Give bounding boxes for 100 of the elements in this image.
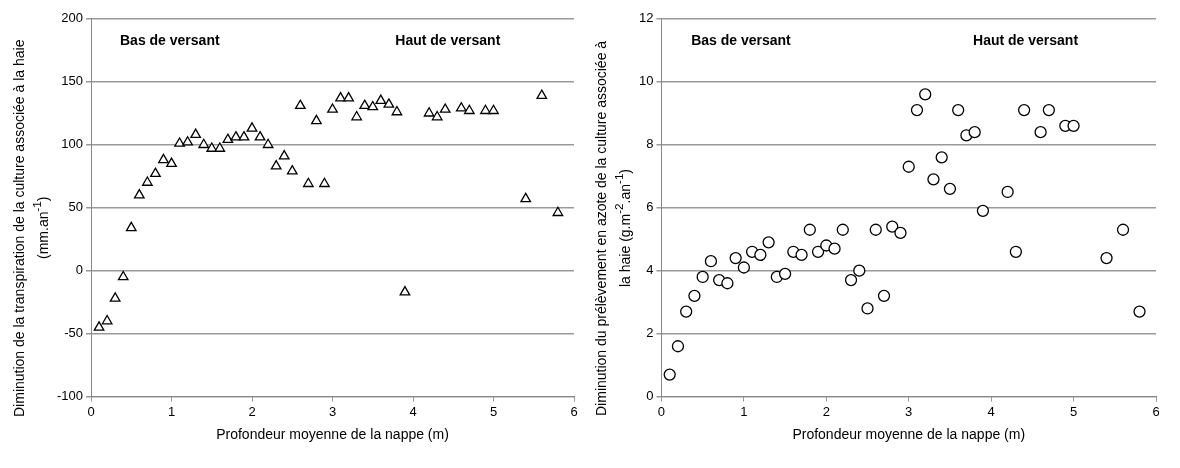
x-tick-label: 5 — [1069, 403, 1078, 419]
x-tick-label: 1 — [740, 403, 748, 419]
point — [335, 91, 346, 102]
y-tick-label: 4 — [646, 262, 654, 278]
y-tick-label: 12 — [638, 10, 654, 26]
x-tick-label: 6 — [570, 403, 578, 419]
point — [174, 137, 185, 147]
point — [721, 277, 734, 290]
x-tick-label: 0 — [657, 403, 666, 419]
point — [375, 94, 387, 105]
y-tick-label: 150 — [61, 73, 84, 89]
x-tick-label: 2 — [248, 403, 256, 419]
point — [230, 131, 242, 141]
point — [158, 153, 169, 164]
point — [343, 91, 355, 102]
point — [254, 131, 266, 141]
point — [836, 223, 849, 236]
point — [1100, 251, 1113, 265]
point — [214, 142, 226, 152]
point — [302, 177, 314, 188]
point — [552, 206, 564, 217]
point — [488, 104, 499, 115]
point — [803, 223, 816, 236]
point — [383, 98, 395, 108]
point — [141, 176, 153, 186]
x-tick-label: 1 — [167, 403, 176, 419]
point — [190, 128, 202, 139]
x-tick-label: 4 — [987, 403, 995, 419]
point — [1133, 305, 1146, 318]
point — [286, 165, 298, 175]
point — [1009, 245, 1023, 258]
point — [270, 159, 282, 170]
point — [1042, 103, 1055, 117]
point — [754, 248, 767, 262]
point — [778, 267, 792, 280]
point — [811, 245, 825, 258]
point — [294, 99, 306, 110]
point — [844, 273, 858, 287]
point — [1067, 119, 1080, 132]
point — [278, 149, 290, 160]
point — [894, 226, 907, 240]
point — [861, 302, 874, 315]
point — [117, 270, 129, 281]
point — [927, 173, 940, 186]
point — [93, 321, 105, 331]
x-tick-label: 6 — [1152, 403, 1160, 419]
point — [238, 131, 250, 141]
point — [1116, 223, 1130, 236]
y-tick-label: 50 — [68, 199, 84, 215]
point — [480, 104, 491, 115]
annotation: Bas de versant — [691, 31, 792, 48]
annotation: Haut de versant — [973, 31, 1079, 48]
point — [351, 110, 363, 121]
point — [902, 160, 915, 173]
x-tick-label: 3 — [328, 403, 337, 419]
y-tick-label: 0 — [646, 388, 654, 404]
point — [737, 261, 751, 274]
point — [704, 255, 718, 268]
x-axis-title: Profondeur moyenne de la nappe (m) — [216, 426, 449, 443]
point — [762, 236, 775, 249]
point — [688, 289, 701, 302]
point — [311, 114, 322, 125]
point — [327, 103, 338, 113]
y-tick-label: 8 — [646, 136, 654, 152]
point — [869, 223, 882, 236]
point — [133, 188, 145, 199]
y-tick-label: 200 — [61, 10, 84, 26]
x-tick-label: 2 — [822, 403, 830, 419]
point — [828, 242, 841, 255]
point — [150, 167, 161, 178]
point — [520, 192, 532, 203]
x-tick-label: 3 — [905, 403, 913, 419]
point — [943, 182, 957, 195]
point — [182, 136, 194, 146]
annotation: Haut de versant — [395, 31, 501, 48]
point — [166, 157, 177, 168]
point — [696, 270, 709, 284]
point — [319, 177, 330, 188]
x-axis-title: Profondeur moyenne de la nappe (m) — [792, 426, 1026, 443]
point — [1034, 125, 1047, 139]
x-tick-label: 5 — [489, 403, 498, 419]
annotation: Bas de versant — [120, 31, 220, 48]
y-tick-label: -50 — [64, 325, 84, 341]
point — [125, 221, 137, 232]
point — [198, 138, 210, 149]
point — [853, 264, 866, 277]
y-tick-label: 100 — [61, 136, 84, 152]
point — [399, 285, 411, 296]
point — [262, 138, 274, 149]
point — [795, 248, 808, 262]
point — [671, 340, 685, 353]
point — [222, 133, 234, 144]
point — [431, 110, 443, 121]
point — [910, 103, 924, 117]
y-tick-label: 0 — [75, 262, 84, 278]
point — [1017, 103, 1031, 117]
x-tick-label: 4 — [409, 403, 417, 419]
point — [109, 292, 121, 302]
point — [246, 122, 258, 132]
point — [367, 100, 379, 111]
